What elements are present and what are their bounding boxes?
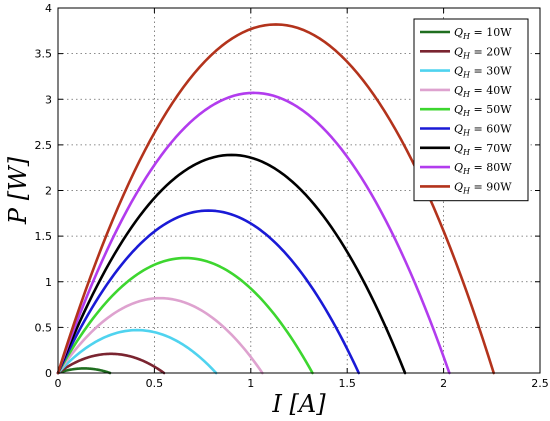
y-tick-label: 0.5 bbox=[35, 321, 53, 334]
legend-symbol: Q bbox=[454, 65, 463, 78]
y-tick-label: 0 bbox=[45, 367, 52, 380]
legend-entry-5: QH = 50W bbox=[454, 103, 512, 118]
legend-subscript: H bbox=[462, 167, 471, 176]
series-line-1 bbox=[56, 367, 112, 375]
x-axis-label: I [A] bbox=[271, 390, 326, 418]
x-tick-label: 1 bbox=[247, 377, 254, 390]
legend-symbol: Q bbox=[454, 142, 463, 155]
legend-symbol: Q bbox=[454, 123, 463, 136]
x-tick-label: 1.5 bbox=[338, 377, 356, 390]
legend-subscript: H bbox=[462, 148, 471, 157]
legend-entry-6: QH = 60W bbox=[454, 123, 512, 138]
legend-entry-2: QH = 20W bbox=[454, 45, 512, 60]
legend-symbol: Q bbox=[454, 84, 463, 97]
y-axis-label: P [W] bbox=[4, 156, 32, 225]
y-tick-label: 2.5 bbox=[35, 139, 53, 152]
series-line-4 bbox=[56, 296, 264, 375]
legend-value: = 50W bbox=[470, 103, 512, 116]
x-tick-label: 2.5 bbox=[531, 377, 549, 390]
legend-subscript: H bbox=[462, 186, 471, 195]
legend-subscript: H bbox=[462, 90, 471, 99]
series-line-8 bbox=[56, 91, 451, 375]
legend-entry-4: QH = 40W bbox=[454, 84, 512, 99]
legend-subscript: H bbox=[462, 51, 471, 60]
legend-entry-8: QH = 80W bbox=[454, 161, 512, 176]
legend-entry-9: QH = 90W bbox=[454, 180, 512, 195]
legend-value: = 40W bbox=[470, 84, 512, 97]
legend-symbol: Q bbox=[454, 161, 463, 174]
x-tick-label: 2 bbox=[440, 377, 447, 390]
y-tick-label: 3 bbox=[45, 93, 52, 106]
axis-ticks: 0 0.5 1 1.5 2 2.5 0 0.5 1 1.5 2 2.5 3 3.5 4 bbox=[35, 2, 549, 390]
legend-symbol: Q bbox=[454, 103, 463, 116]
y-tick-label: 1.5 bbox=[35, 230, 53, 243]
x-tick-label: 0.5 bbox=[146, 377, 164, 390]
series-line-3 bbox=[56, 328, 218, 375]
legend-value: = 20W bbox=[470, 45, 512, 58]
legend-value: = 70W bbox=[470, 142, 512, 155]
legend-symbol: Q bbox=[454, 180, 463, 193]
series-line-5 bbox=[56, 256, 314, 375]
legend-subscript: H bbox=[462, 32, 471, 41]
x-tick-label: 0 bbox=[55, 377, 62, 390]
legend-subscript: H bbox=[462, 129, 471, 138]
legend-entry-3: QH = 30W bbox=[454, 65, 512, 80]
y-tick-label: 2 bbox=[45, 185, 52, 198]
legend-value: = 60W bbox=[470, 123, 512, 136]
legend-value: = 30W bbox=[470, 65, 512, 78]
legend-value: = 10W bbox=[470, 26, 512, 39]
series-line-6 bbox=[56, 209, 361, 375]
legend-entry-1: QH = 10W bbox=[454, 26, 512, 41]
y-tick-label: 4 bbox=[45, 2, 52, 15]
legend-value: = 90W bbox=[470, 180, 512, 193]
legend-entry-7: QH = 70W bbox=[454, 142, 512, 157]
legend-subscript: H bbox=[462, 109, 471, 118]
y-tick-label: 3.5 bbox=[35, 48, 53, 61]
series-line-2 bbox=[56, 352, 166, 375]
y-tick-label: 1 bbox=[45, 276, 52, 289]
legend-subscript: H bbox=[462, 71, 471, 80]
legend-symbol: Q bbox=[454, 45, 463, 58]
legend-value: = 80W bbox=[470, 161, 512, 174]
series-line-7 bbox=[56, 153, 407, 375]
legend-symbol: Q bbox=[454, 26, 463, 39]
